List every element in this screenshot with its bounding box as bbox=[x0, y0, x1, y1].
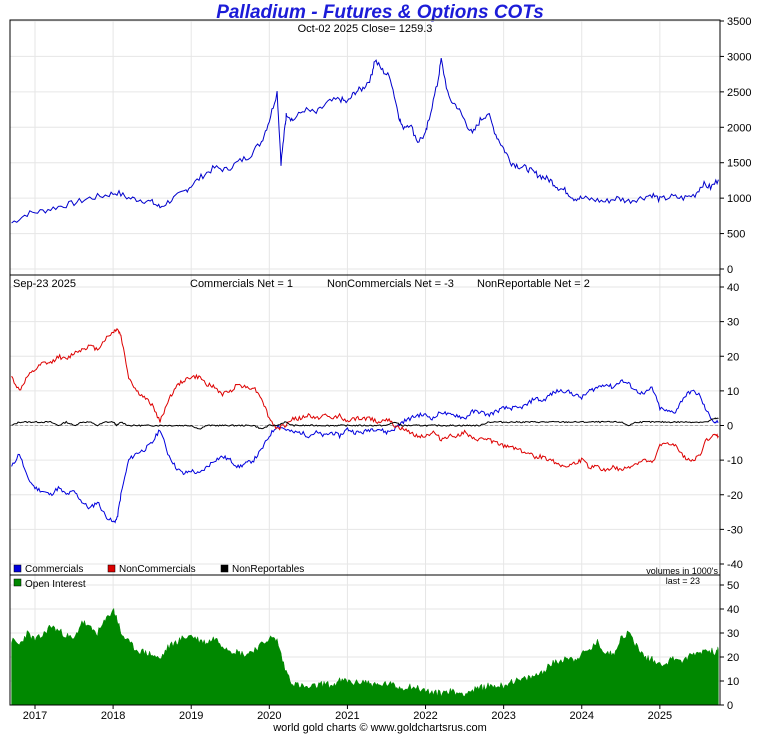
price-tick-label: 2500 bbox=[727, 87, 751, 99]
volume-note: volumes in 1000's bbox=[646, 566, 718, 576]
nonreportables-series-line bbox=[11, 417, 719, 430]
noncommercials-series-line bbox=[11, 327, 719, 473]
positions-tick-label: -20 bbox=[727, 490, 743, 502]
positions-tick-label: 40 bbox=[727, 282, 739, 294]
price-tick-label: 1500 bbox=[727, 158, 751, 170]
price-header: Oct-02 2025 Close= 1259.3 bbox=[298, 23, 433, 35]
positions-tick-label: -40 bbox=[727, 559, 743, 571]
x-tick-label: 2021 bbox=[335, 710, 359, 722]
legend-label: NonCommercials bbox=[119, 564, 196, 575]
price-tick-label: 3000 bbox=[727, 51, 751, 63]
legend-swatch bbox=[13, 564, 22, 573]
x-tick-label: 2019 bbox=[179, 710, 203, 722]
x-tick-label: 2025 bbox=[648, 710, 672, 722]
open-interest-tick-label: 30 bbox=[727, 628, 739, 640]
open-interest-tick-label: 10 bbox=[727, 676, 739, 688]
positions-tick-label: 0 bbox=[727, 421, 733, 433]
open-interest-last: last = 23 bbox=[666, 576, 700, 586]
positions-tick-label: 20 bbox=[727, 351, 739, 363]
price-series-line bbox=[11, 58, 719, 224]
x-tick-label: 2022 bbox=[413, 710, 437, 722]
open-interest-tick-label: 50 bbox=[727, 580, 739, 592]
positions-tick-label: 30 bbox=[727, 317, 739, 329]
price-tick-label: 500 bbox=[727, 229, 745, 241]
legend-swatch bbox=[220, 564, 229, 573]
positions-tick-label: -30 bbox=[727, 524, 743, 536]
positions-tick-label: -10 bbox=[727, 455, 743, 467]
positions-tick-label: 10 bbox=[727, 386, 739, 398]
x-tick-label: 2023 bbox=[491, 710, 515, 722]
open-interest-tick-label: 40 bbox=[727, 604, 739, 616]
chart-footer: world gold charts © www.goldchartsrus.co… bbox=[273, 722, 487, 734]
commercials-series-line bbox=[11, 379, 719, 524]
positions-date: Sep-23 2025 bbox=[13, 278, 76, 290]
chart-title: Palladium - Futures & Options COTs bbox=[216, 2, 544, 23]
noncommercials-net-label: NonCommercials Net = -3 bbox=[327, 278, 454, 290]
price-panel-border bbox=[9, 19, 721, 276]
price-tick-label: 0 bbox=[727, 264, 733, 276]
open-interest-tick-label: 0 bbox=[727, 700, 733, 712]
commercials-net-label: Commercials Net = 1 bbox=[190, 278, 293, 290]
legend-swatch bbox=[107, 564, 116, 573]
price-tick-label: 1000 bbox=[727, 193, 751, 205]
open-interest-legend: Open Interest bbox=[25, 579, 86, 590]
x-tick-label: 2020 bbox=[257, 710, 281, 722]
oi-panel-border bbox=[9, 574, 721, 706]
price-tick-label: 3500 bbox=[727, 16, 751, 28]
x-tick-label: 2024 bbox=[570, 710, 594, 722]
x-tick-label: 2018 bbox=[101, 710, 125, 722]
legend-label: Commercials bbox=[25, 564, 83, 575]
open-interest-tick-label: 20 bbox=[727, 652, 739, 664]
x-tick-label: 2017 bbox=[23, 710, 47, 722]
legend-label: NonReportables bbox=[232, 564, 304, 575]
price-tick-label: 2000 bbox=[727, 122, 751, 134]
nonreportable-net-label: NonReportable Net = 2 bbox=[477, 278, 590, 290]
legend-swatch bbox=[13, 578, 22, 587]
open-interest-area bbox=[11, 607, 719, 706]
